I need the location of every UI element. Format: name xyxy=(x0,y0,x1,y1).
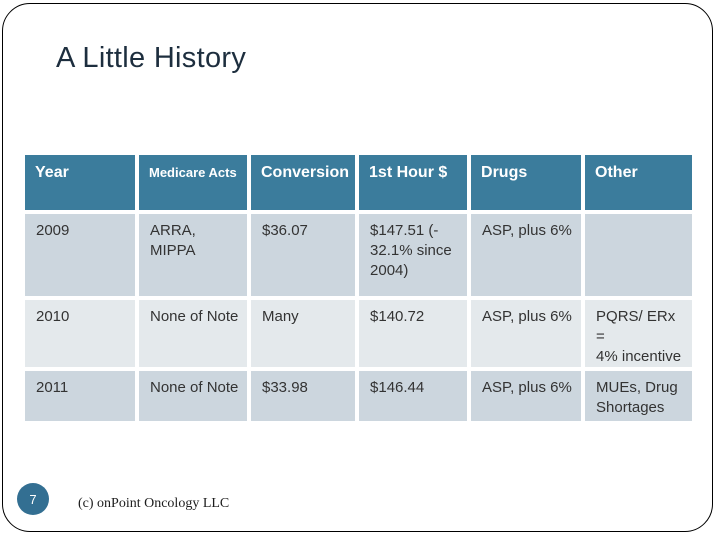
page-number: 7 xyxy=(29,491,37,507)
table-row-2009: 2009 ARRA, MIPPA $36.07 $147.51 (- 32.1%… xyxy=(25,214,693,296)
cell-drugs: ASP, plus 6% xyxy=(471,214,582,296)
table-row-2010: 2010 None of Note Many $140.72 ASP, plus… xyxy=(25,300,693,367)
cell-conversion: $33.98 xyxy=(251,371,356,421)
cell-year: 2010 xyxy=(25,300,135,367)
cell-other: MUEs, Drug Shortages xyxy=(585,371,693,421)
column-header-conversion: Conversion xyxy=(251,155,356,210)
page-number-badge: 7 xyxy=(17,483,49,515)
column-header-drugs: Drugs xyxy=(471,155,582,210)
footer-copyright: (c) onPoint Oncology LLC xyxy=(78,496,230,511)
cell-1st-hour: $147.51 (- 32.1% since 2004) xyxy=(359,214,468,296)
history-table: Year Medicare Acts Conversion 1st Hour $… xyxy=(21,151,696,425)
column-header-year: Year xyxy=(25,155,135,210)
cell-conversion: Many xyxy=(251,300,356,367)
cell-other: PQRS/ ERx = 4% incentive xyxy=(585,300,693,367)
cell-drugs: ASP, plus 6% xyxy=(471,371,582,421)
cell-1st-hour: $140.72 xyxy=(359,300,468,367)
page-title: A Little History xyxy=(56,42,247,74)
cell-year: 2009 xyxy=(25,214,135,296)
cell-drugs: ASP, plus 6% xyxy=(471,300,582,367)
column-header-other: Other xyxy=(585,155,693,210)
table-header-row: Year Medicare Acts Conversion 1st Hour $… xyxy=(25,155,693,210)
cell-medicare-acts: ARRA, MIPPA xyxy=(139,214,247,296)
cell-conversion: $36.07 xyxy=(251,214,356,296)
table-row-2011: 2011 None of Note $33.98 $146.44 ASP, pl… xyxy=(25,371,693,421)
cell-medicare-acts: None of Note xyxy=(139,371,247,421)
cell-year: 2011 xyxy=(25,371,135,421)
column-header-medicare-acts: Medicare Acts xyxy=(139,155,247,210)
cell-1st-hour: $146.44 xyxy=(359,371,468,421)
cell-medicare-acts: None of Note xyxy=(139,300,247,367)
cell-other xyxy=(585,214,693,296)
column-header-1st-hour: 1st Hour $ xyxy=(359,155,468,210)
